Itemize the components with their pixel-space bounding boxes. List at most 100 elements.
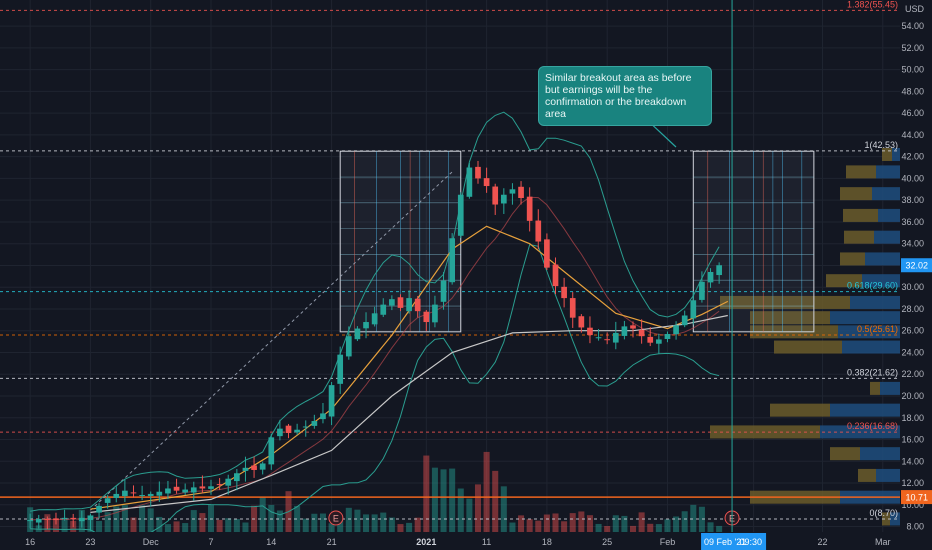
volume-profile-up bbox=[840, 252, 865, 266]
candle-body bbox=[320, 413, 326, 420]
candle-body bbox=[242, 467, 249, 471]
volume-bar bbox=[216, 519, 223, 532]
volume-bar bbox=[621, 515, 628, 532]
fib-level-label: 0.5(25.61) bbox=[857, 324, 898, 334]
fib-level-label: 1.382(55.45) bbox=[847, 0, 898, 9]
candle-body bbox=[78, 517, 85, 522]
price-axis[interactable]: 8.00 10.00 12.00 14.00 16.00 18.00 20.00 22.00 2… bbox=[900, 0, 932, 550]
candle-body bbox=[535, 220, 542, 242]
candle-body bbox=[414, 298, 421, 312]
volume-profile-up bbox=[858, 468, 876, 482]
candle-body bbox=[457, 194, 464, 236]
time-tick-label: 21 bbox=[327, 537, 337, 547]
volume-bar bbox=[509, 522, 516, 532]
candle-body bbox=[302, 426, 309, 428]
price-tick-label: 44.00 bbox=[901, 130, 924, 140]
volume-bar bbox=[276, 510, 283, 532]
volume-bar bbox=[664, 519, 671, 532]
price-tick-label: 8.00 bbox=[906, 522, 924, 532]
candle-body bbox=[612, 332, 619, 343]
annotation-text: Similar breakout area as before but earn… bbox=[545, 72, 692, 120]
annotation-callout[interactable]: Similar breakout area as before but earn… bbox=[538, 66, 712, 126]
volume-bar bbox=[431, 467, 438, 532]
time-tick-label: Mar bbox=[875, 537, 891, 547]
volume-bar bbox=[345, 507, 352, 532]
volume-profile-up bbox=[846, 165, 876, 179]
volume-profile-up bbox=[882, 512, 890, 526]
volume-bar bbox=[156, 516, 163, 532]
volume-bar bbox=[182, 523, 189, 532]
volume-profile-up bbox=[840, 187, 872, 201]
volume-bar bbox=[337, 517, 344, 532]
volume-bar bbox=[681, 511, 688, 532]
candle-body bbox=[483, 178, 490, 187]
volume-profile-down bbox=[872, 187, 900, 201]
cursor-time-label: 09:30 bbox=[740, 537, 763, 547]
volume-bar bbox=[199, 513, 206, 532]
candle-body bbox=[475, 166, 481, 179]
volume-bar bbox=[52, 519, 59, 532]
volume-bar bbox=[449, 468, 456, 532]
volume-bar bbox=[319, 513, 326, 532]
candle-body bbox=[354, 328, 361, 340]
volume-bar bbox=[328, 523, 335, 532]
candle-body bbox=[466, 167, 473, 197]
volume-profile-down bbox=[842, 340, 900, 354]
time-tick-label: 18 bbox=[542, 537, 552, 547]
candle-body bbox=[190, 487, 197, 493]
volume-bar bbox=[690, 504, 697, 532]
volume-profile-up bbox=[843, 208, 878, 222]
volume-bar bbox=[294, 505, 301, 532]
volume-bar bbox=[638, 512, 645, 532]
volume-bar bbox=[535, 520, 542, 532]
candle-body bbox=[423, 311, 430, 323]
earnings-marker-label: E bbox=[333, 514, 339, 524]
volume-profile-down bbox=[862, 274, 900, 288]
price-tick-label: 38.00 bbox=[901, 195, 924, 205]
volume-bar bbox=[604, 525, 611, 532]
price-tick-label: 46.00 bbox=[901, 108, 924, 118]
price-tick-label: 10.00 bbox=[901, 500, 924, 510]
candle-body bbox=[328, 385, 335, 417]
candle-body bbox=[173, 486, 180, 491]
candle-body bbox=[234, 473, 240, 482]
price-tick-label: 34.00 bbox=[901, 239, 924, 249]
volume-bar bbox=[371, 514, 378, 532]
candle-body bbox=[707, 271, 714, 283]
volume-bars bbox=[27, 451, 723, 532]
volume-bar bbox=[423, 455, 430, 532]
volume-profile-up bbox=[770, 403, 830, 417]
volume-bar bbox=[500, 486, 507, 532]
candle-body bbox=[492, 186, 499, 205]
volume-bar bbox=[483, 451, 490, 532]
price-label: 10.71 bbox=[905, 493, 928, 503]
price-tick-label: 14.00 bbox=[901, 456, 924, 466]
candle-body bbox=[587, 327, 593, 336]
candle-body bbox=[604, 339, 611, 341]
candle-body bbox=[311, 421, 318, 426]
time-axis[interactable]: 1623Dec714212021111825Feb1222Mar09 Feb '… bbox=[0, 532, 932, 550]
candle-body bbox=[199, 486, 206, 489]
candle-body bbox=[673, 325, 679, 335]
candle-body bbox=[397, 297, 404, 308]
volume-bar bbox=[552, 513, 559, 532]
volume-bar bbox=[242, 522, 249, 532]
volume-profile-down bbox=[892, 147, 900, 161]
candle-body bbox=[500, 194, 507, 204]
price-tick-label: 52.00 bbox=[901, 43, 924, 53]
candle-body bbox=[122, 490, 128, 497]
candle-body bbox=[147, 493, 154, 496]
fib-level-label: 0.382(21.62) bbox=[847, 367, 898, 377]
volume-profile-down bbox=[830, 403, 900, 417]
price-tick-label: 26.00 bbox=[901, 326, 924, 336]
candle-body bbox=[647, 336, 654, 343]
fib-level-label: 0.236(16.68) bbox=[847, 421, 898, 431]
time-tick-label: 11 bbox=[482, 537, 491, 547]
volume-bar bbox=[707, 522, 714, 532]
volume-bar bbox=[440, 469, 447, 532]
earnings-marker bbox=[328, 510, 344, 526]
candle-body bbox=[664, 333, 671, 339]
volume-bar bbox=[543, 514, 550, 532]
volume-bar bbox=[130, 517, 137, 532]
